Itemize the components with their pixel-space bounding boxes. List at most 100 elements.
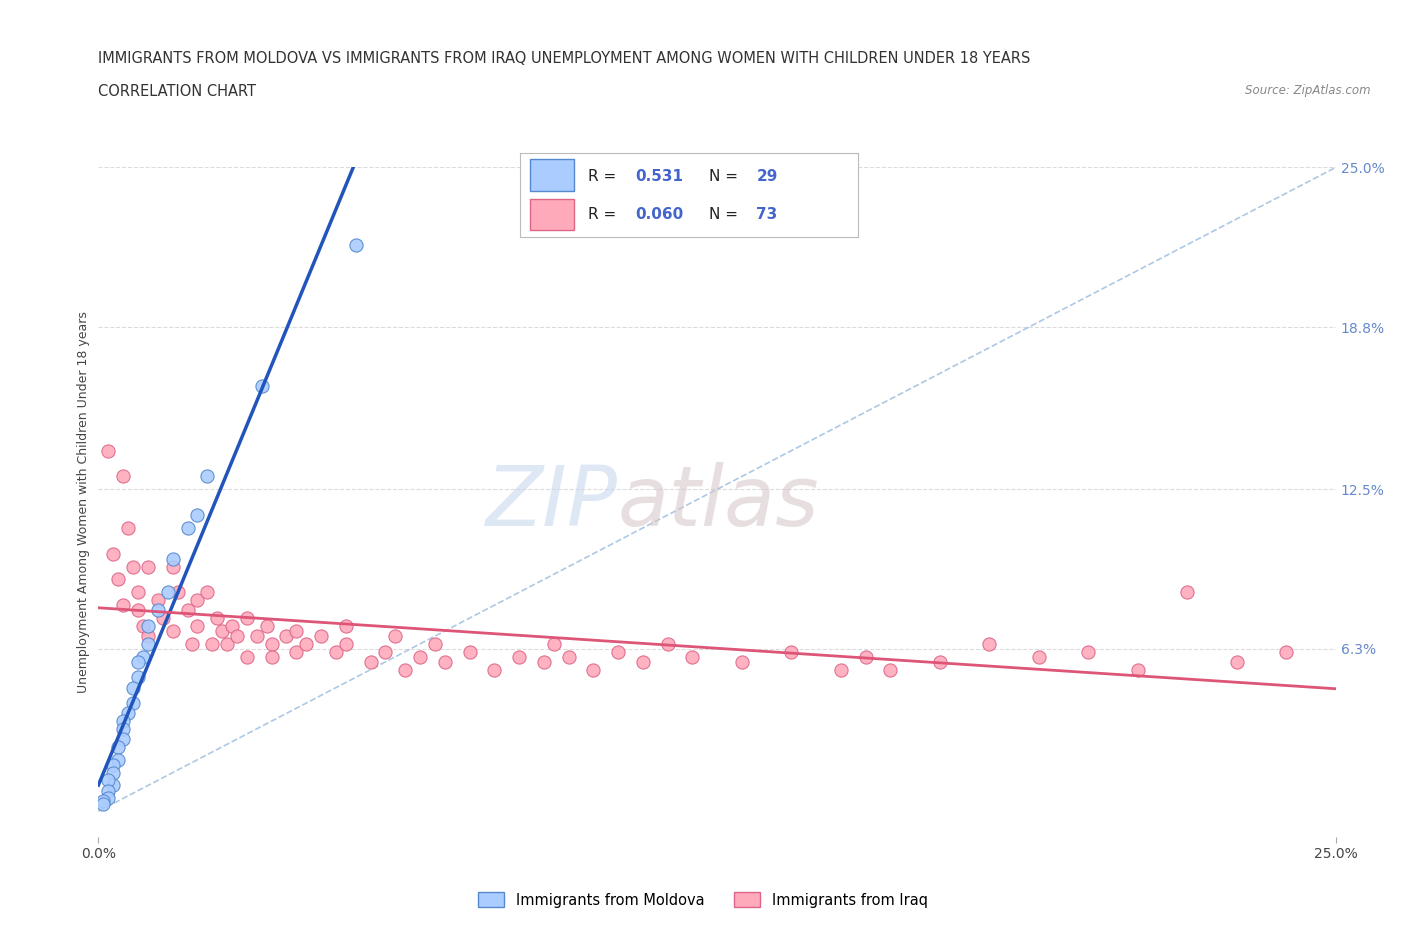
Point	[103, 765, 125, 780]
Point	[122, 696, 145, 711]
Point	[1077, 644, 1099, 659]
Point	[112, 732, 135, 747]
Text: Source: ZipAtlas.com: Source: ZipAtlas.com	[1246, 84, 1371, 97]
Point	[146, 592, 169, 607]
Point	[309, 629, 332, 644]
Point	[156, 585, 179, 600]
Point	[250, 379, 273, 393]
Text: 0.531: 0.531	[636, 168, 683, 183]
Point	[136, 618, 159, 633]
Point	[186, 592, 208, 607]
Point	[423, 636, 446, 651]
Text: N =: N =	[709, 168, 742, 183]
Point	[631, 655, 654, 670]
Point	[117, 706, 139, 721]
Point	[146, 603, 169, 618]
Text: N =: N =	[709, 207, 742, 222]
FancyBboxPatch shape	[530, 159, 574, 192]
Point	[394, 662, 416, 677]
Text: 29: 29	[756, 168, 778, 183]
Point	[285, 623, 308, 638]
Point	[186, 618, 208, 633]
Point	[731, 655, 754, 670]
Point	[276, 629, 298, 644]
Point	[195, 585, 218, 600]
Point	[112, 598, 135, 613]
Text: 0.060: 0.060	[636, 207, 683, 222]
Point	[93, 793, 115, 808]
Point	[1126, 662, 1149, 677]
Point	[260, 649, 283, 664]
Point	[344, 237, 367, 252]
Point	[127, 670, 149, 684]
Point	[103, 778, 125, 793]
Point	[433, 655, 456, 670]
Point	[285, 644, 308, 659]
Text: CORRELATION CHART: CORRELATION CHART	[98, 84, 256, 99]
Point	[1226, 655, 1249, 670]
Point	[127, 603, 149, 618]
Point	[122, 559, 145, 574]
Point	[236, 611, 259, 626]
Point	[176, 603, 198, 618]
Point	[136, 629, 159, 644]
Y-axis label: Unemployment Among Women with Children Under 18 years: Unemployment Among Women with Children U…	[77, 312, 90, 693]
Point	[236, 649, 259, 664]
Point	[657, 636, 679, 651]
Point	[162, 623, 184, 638]
Point	[152, 611, 174, 626]
Point	[97, 444, 120, 458]
Point	[855, 649, 877, 664]
Point	[1175, 585, 1198, 600]
Point	[1275, 644, 1298, 659]
Point	[582, 662, 605, 677]
Point	[97, 773, 120, 788]
Point	[260, 636, 283, 651]
Point	[335, 636, 357, 651]
Point	[205, 611, 228, 626]
Point	[256, 618, 278, 633]
Point	[607, 644, 630, 659]
Point	[246, 629, 269, 644]
Point	[162, 551, 184, 566]
Text: R =: R =	[588, 207, 621, 222]
Point	[93, 796, 115, 811]
Point	[226, 629, 249, 644]
Point	[97, 790, 120, 805]
Point	[201, 636, 224, 651]
Point	[112, 713, 135, 728]
Point	[211, 623, 233, 638]
Text: R =: R =	[588, 168, 621, 183]
Point	[384, 629, 406, 644]
Point	[112, 469, 135, 484]
Point	[181, 636, 204, 651]
FancyBboxPatch shape	[530, 199, 574, 231]
Text: ZIP: ZIP	[486, 461, 619, 543]
Point	[112, 722, 135, 737]
Point	[335, 618, 357, 633]
Point	[136, 559, 159, 574]
Point	[103, 546, 125, 561]
Point	[508, 649, 530, 664]
Point	[162, 559, 184, 574]
Point	[217, 636, 239, 651]
Text: IMMIGRANTS FROM MOLDOVA VS IMMIGRANTS FROM IRAQ UNEMPLOYMENT AMONG WOMEN WITH CH: IMMIGRANTS FROM MOLDOVA VS IMMIGRANTS FR…	[98, 51, 1031, 66]
Point	[374, 644, 396, 659]
Point	[221, 618, 243, 633]
Point	[979, 636, 1001, 651]
Point	[484, 662, 506, 677]
Point	[132, 649, 155, 664]
Point	[132, 618, 155, 633]
Point	[295, 636, 318, 651]
Point	[533, 655, 555, 670]
Point	[1028, 649, 1050, 664]
Point	[176, 521, 198, 536]
Text: atlas: atlas	[619, 461, 820, 543]
Point	[97, 783, 120, 798]
Point	[195, 469, 218, 484]
Point	[543, 636, 565, 651]
Point	[107, 739, 129, 754]
Point	[360, 655, 382, 670]
Point	[409, 649, 432, 664]
Point	[557, 649, 579, 664]
